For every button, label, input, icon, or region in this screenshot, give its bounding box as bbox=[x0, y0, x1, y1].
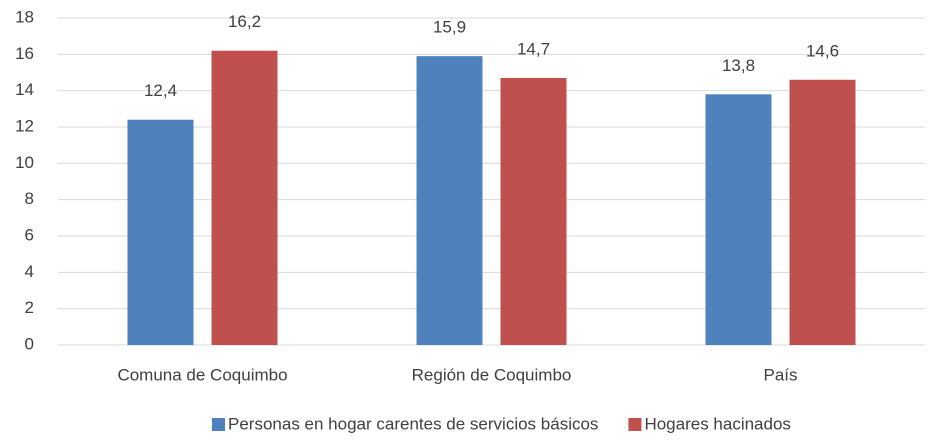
legend-label: Hogares hacinados bbox=[644, 414, 790, 433]
bar bbox=[127, 119, 194, 345]
data-label: 16,2 bbox=[228, 12, 261, 31]
bar bbox=[789, 79, 856, 346]
y-tick-label: 14 bbox=[15, 80, 34, 99]
legend-swatch bbox=[212, 418, 225, 431]
y-tick-label: 16 bbox=[15, 44, 34, 63]
data-label: 15,9 bbox=[433, 18, 466, 37]
y-tick-label: 4 bbox=[25, 262, 34, 281]
x-tick-label: Región de Coquimbo bbox=[412, 365, 572, 384]
y-tick-label: 0 bbox=[25, 334, 34, 353]
data-label: 14,6 bbox=[806, 41, 839, 60]
y-tick-label: 10 bbox=[15, 153, 34, 172]
x-tick-label: Comuna de Coquimbo bbox=[117, 365, 287, 384]
bar bbox=[500, 77, 567, 345]
x-tick-label: País bbox=[763, 365, 797, 384]
legend-swatch bbox=[628, 418, 642, 431]
bar bbox=[705, 94, 772, 345]
y-tick-label: 8 bbox=[25, 189, 34, 208]
legend-label: Personas en hogar carentes de servicios … bbox=[228, 414, 598, 433]
y-tick-label: 6 bbox=[25, 225, 34, 244]
data-label: 12,4 bbox=[144, 81, 177, 100]
y-tick-label: 2 bbox=[25, 298, 34, 317]
data-label: 13,8 bbox=[722, 56, 755, 75]
y-tick-label: 12 bbox=[15, 116, 34, 135]
y-tick-label: 18 bbox=[15, 7, 34, 26]
bar bbox=[416, 56, 483, 346]
data-label: 14,7 bbox=[517, 39, 550, 58]
bar bbox=[211, 50, 278, 345]
